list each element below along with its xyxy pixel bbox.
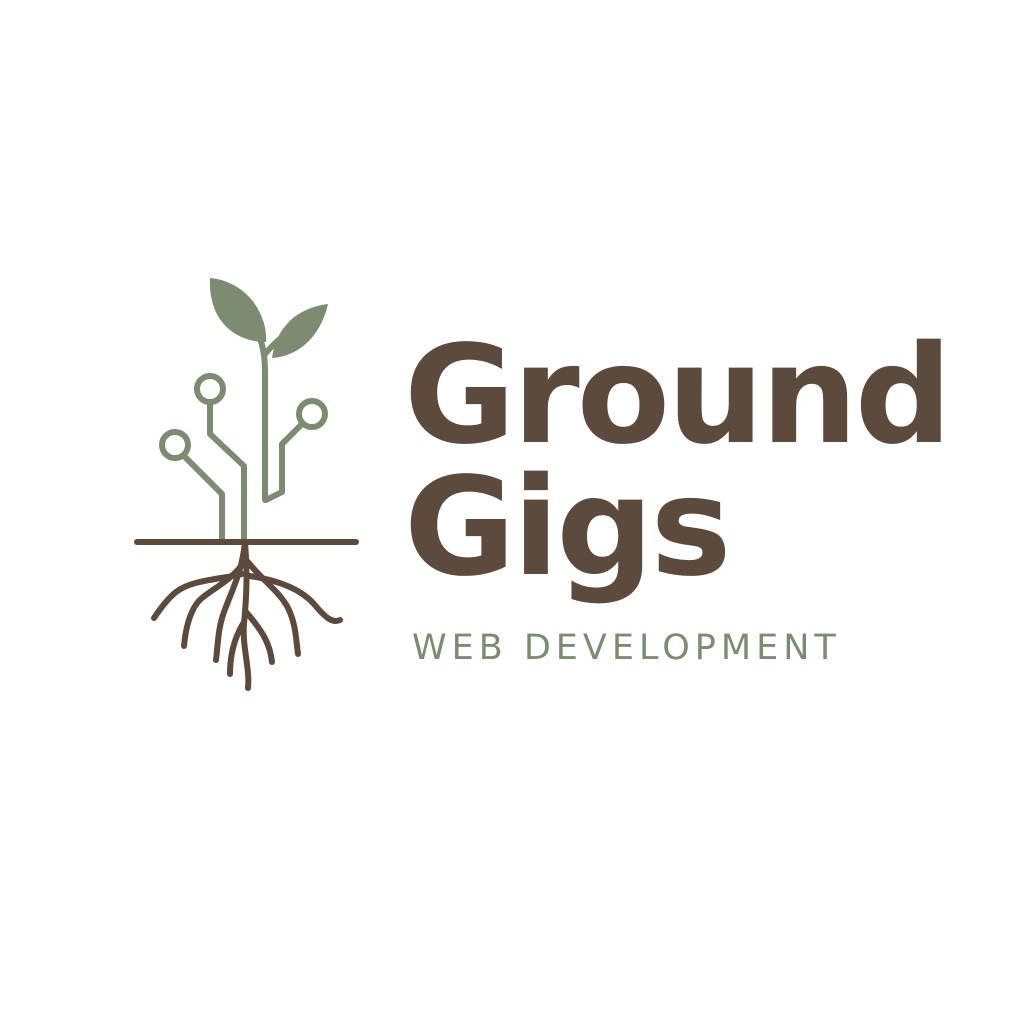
circuit-node-middle <box>194 373 226 405</box>
tagline: WEB DEVELOPMENT <box>412 628 841 668</box>
stem-branch <box>262 323 299 357</box>
circuit-trace-middle <box>207 399 247 543</box>
roots <box>151 539 343 691</box>
circuit-node-left <box>159 429 191 461</box>
right-leaf <box>272 304 328 358</box>
wordmark: Ground Gigs WEB DEVELOPMENT <box>404 317 964 668</box>
brand-name-line-1: Ground <box>404 317 952 475</box>
brand-name-line-2: Gigs <box>404 449 732 607</box>
sprout-circuit-roots-icon <box>134 278 359 691</box>
circuit-node-right <box>296 398 328 430</box>
circuit-trace-left <box>179 451 225 543</box>
stem <box>241 309 268 503</box>
circuit-trace-right <box>263 421 305 503</box>
